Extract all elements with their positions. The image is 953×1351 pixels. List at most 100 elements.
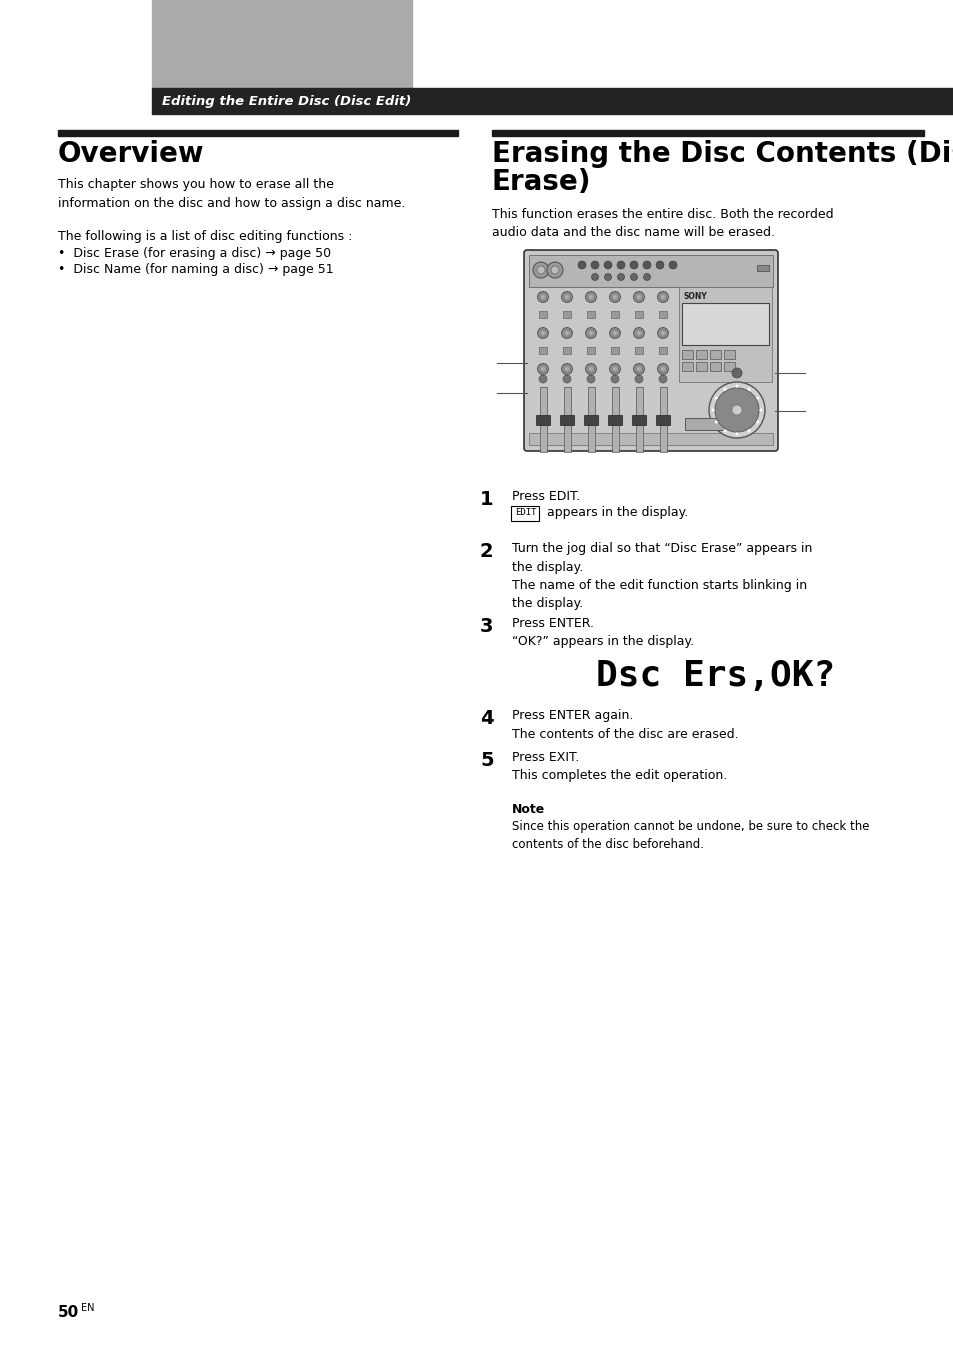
Circle shape <box>585 327 596 339</box>
Text: Erasing the Disc Contents (Disc: Erasing the Disc Contents (Disc <box>492 141 953 168</box>
Circle shape <box>722 430 726 432</box>
Text: 50: 50 <box>58 1305 79 1320</box>
Circle shape <box>668 261 677 269</box>
Circle shape <box>633 363 644 374</box>
Circle shape <box>635 376 642 382</box>
Circle shape <box>633 292 644 303</box>
Bar <box>152 88 953 113</box>
Text: EN: EN <box>81 1302 94 1313</box>
Bar <box>538 347 546 354</box>
Bar <box>681 303 768 345</box>
Circle shape <box>756 420 759 423</box>
Circle shape <box>731 367 741 378</box>
Circle shape <box>588 295 593 300</box>
Bar <box>659 311 666 317</box>
Bar <box>723 362 734 372</box>
Circle shape <box>546 262 562 278</box>
Bar <box>536 415 550 426</box>
Circle shape <box>538 376 546 382</box>
Circle shape <box>610 376 618 382</box>
Text: The following is a list of disc editing functions :: The following is a list of disc editing … <box>58 230 352 243</box>
Text: •  Disc Name (for naming a disc) → page 51: • Disc Name (for naming a disc) → page 5… <box>58 263 334 276</box>
Circle shape <box>747 430 750 432</box>
Circle shape <box>656 261 663 269</box>
Circle shape <box>657 363 668 374</box>
Text: EDIT: EDIT <box>515 508 536 517</box>
Circle shape <box>617 261 624 269</box>
Text: Note: Note <box>512 802 545 816</box>
Bar <box>587 386 595 453</box>
Circle shape <box>564 331 569 335</box>
Bar <box>635 347 642 354</box>
Bar <box>58 130 457 136</box>
Bar <box>681 350 692 359</box>
Bar <box>562 347 571 354</box>
Circle shape <box>617 273 624 281</box>
Circle shape <box>591 273 598 281</box>
FancyBboxPatch shape <box>511 507 538 521</box>
Bar <box>757 265 768 272</box>
Circle shape <box>643 273 650 281</box>
Circle shape <box>609 327 619 339</box>
Text: Press EDIT.: Press EDIT. <box>512 490 579 503</box>
Bar <box>709 362 720 372</box>
Circle shape <box>603 261 612 269</box>
Text: Editing the Entire Disc (Disc Edit): Editing the Entire Disc (Disc Edit) <box>162 95 411 108</box>
Bar <box>636 386 642 453</box>
Circle shape <box>630 273 637 281</box>
Circle shape <box>612 295 617 300</box>
Text: 2: 2 <box>479 542 493 561</box>
Bar <box>723 350 734 359</box>
Circle shape <box>714 396 717 400</box>
Text: 4: 4 <box>479 709 493 728</box>
Bar <box>610 311 618 317</box>
Circle shape <box>636 331 640 335</box>
Circle shape <box>612 366 617 372</box>
Circle shape <box>657 292 668 303</box>
Circle shape <box>588 366 593 372</box>
Text: Press EXIT.
This completes the edit operation.: Press EXIT. This completes the edit oper… <box>512 751 726 782</box>
Circle shape <box>551 266 558 274</box>
Bar <box>696 362 706 372</box>
Circle shape <box>533 262 548 278</box>
Circle shape <box>540 295 545 300</box>
Bar <box>659 386 666 453</box>
Bar <box>709 350 720 359</box>
Text: appears in the display.: appears in the display. <box>542 507 687 519</box>
Bar <box>539 386 546 453</box>
Circle shape <box>714 420 717 423</box>
Circle shape <box>735 385 738 388</box>
Circle shape <box>636 295 640 300</box>
Text: Dsc Ers,OK?: Dsc Ers,OK? <box>596 659 835 693</box>
Bar <box>631 415 645 426</box>
Text: Erase): Erase) <box>492 168 591 196</box>
Circle shape <box>711 408 714 412</box>
Circle shape <box>659 366 665 372</box>
Circle shape <box>537 363 548 374</box>
Circle shape <box>722 388 726 390</box>
Circle shape <box>604 273 611 281</box>
Circle shape <box>633 327 644 339</box>
Bar <box>152 0 412 88</box>
Text: Press ENTER again.
The contents of the disc are erased.: Press ENTER again. The contents of the d… <box>512 709 738 740</box>
Circle shape <box>586 376 595 382</box>
Bar <box>681 362 692 372</box>
Circle shape <box>561 292 572 303</box>
Bar <box>583 415 598 426</box>
Circle shape <box>540 331 545 335</box>
Circle shape <box>612 331 617 335</box>
FancyBboxPatch shape <box>523 250 778 451</box>
Bar <box>529 255 772 286</box>
Bar <box>696 350 706 359</box>
Circle shape <box>747 388 750 390</box>
Circle shape <box>561 363 572 374</box>
Bar <box>610 347 618 354</box>
Text: SONY: SONY <box>683 292 707 301</box>
Bar <box>656 415 669 426</box>
Text: This chapter shows you how to erase all the
information on the disc and how to a: This chapter shows you how to erase all … <box>58 178 405 209</box>
Circle shape <box>659 331 665 335</box>
Bar <box>529 434 772 444</box>
Circle shape <box>561 327 572 339</box>
Circle shape <box>540 366 545 372</box>
Circle shape <box>585 363 596 374</box>
